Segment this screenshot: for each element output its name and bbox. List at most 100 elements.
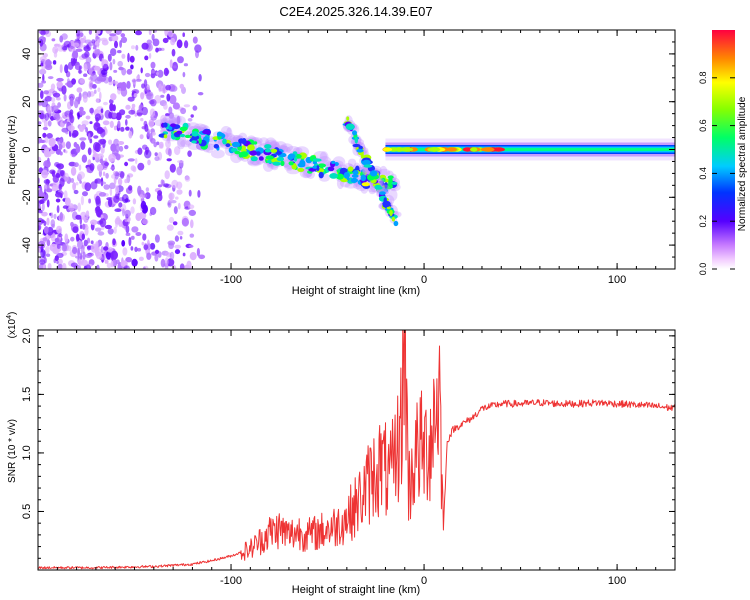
noise-blob [47, 76, 54, 80]
trace-blob [297, 167, 305, 172]
noise-blob [79, 217, 83, 225]
noise-blob [135, 212, 142, 222]
noise-blob [55, 192, 63, 198]
noise-blob [38, 225, 41, 231]
noise-blob [119, 40, 122, 48]
noise-blob [67, 245, 72, 252]
noise-blob [71, 133, 78, 138]
noise-blob [166, 224, 174, 231]
noise-blob [117, 120, 121, 129]
noise-blob [119, 145, 124, 152]
noise-blob [108, 76, 113, 83]
noise-blob [110, 48, 117, 57]
noise-blob [190, 219, 194, 229]
noise-blob [129, 55, 135, 63]
noise-blob [64, 172, 69, 182]
trace-blob [288, 161, 294, 166]
trace-blob [347, 166, 354, 172]
noise-blob [46, 133, 53, 139]
noise-blob [89, 82, 93, 88]
trace-blob [225, 143, 231, 148]
noise-blob [137, 147, 143, 155]
noise-blob [85, 126, 88, 133]
noise-blob [80, 141, 86, 150]
noise-blob [41, 118, 47, 123]
noise-blob [130, 64, 134, 70]
spectrogram-y-axis-label: Frequency (Hz) [7, 116, 18, 185]
trace-blob [234, 150, 241, 155]
trace-halo [258, 137, 269, 146]
noise-blob [92, 45, 97, 50]
noise-blob [170, 37, 176, 46]
noise-blob [62, 120, 68, 124]
carrier-hotspot [399, 147, 414, 152]
trace-halo [379, 165, 388, 176]
noise-blob [145, 187, 150, 193]
noise-blob [124, 178, 128, 184]
trace-halo [228, 135, 241, 142]
noise-blob [53, 51, 58, 58]
noise-blob [149, 108, 156, 117]
noise-blob [88, 30, 92, 35]
noise-blob [75, 145, 81, 154]
noise-blob [110, 250, 119, 260]
noise-blob [171, 48, 176, 57]
noise-blob [38, 247, 41, 253]
noise-blob [168, 106, 173, 115]
noise-blob [120, 126, 125, 132]
noise-blob [194, 44, 202, 53]
noise-blob [79, 32, 84, 37]
trace-halo [319, 151, 329, 163]
noise-blob [39, 39, 44, 47]
noise-blob [46, 188, 53, 193]
noise-blob [150, 61, 156, 69]
noise-blob [95, 251, 103, 260]
noise-blob [140, 92, 145, 100]
trace-blob [343, 172, 350, 179]
noise-blob [103, 246, 109, 251]
noise-blob [62, 205, 69, 209]
trace-halo [163, 117, 177, 125]
trace-halo [226, 127, 233, 140]
noise-blob [72, 246, 78, 255]
noise-blob [144, 72, 151, 78]
noise-blob [165, 84, 172, 91]
trace-halo [347, 158, 357, 167]
noise-blob [78, 164, 82, 171]
noise-blob [197, 190, 201, 198]
trace-blob [350, 177, 358, 183]
noise-blob [117, 178, 123, 186]
trace-blob [202, 130, 211, 135]
noise-blob [147, 159, 151, 166]
noise-blob [89, 121, 93, 125]
noise-blob [166, 258, 175, 267]
noise-blob [145, 192, 151, 200]
noise-blob [157, 69, 164, 78]
noise-blob [85, 56, 92, 64]
colorbar-tick-label: 0.8 [698, 72, 708, 85]
trace-blob [179, 126, 188, 131]
colorbar-tick-label: 0.6 [698, 119, 708, 132]
noise-blob [126, 80, 131, 89]
noise-blob [56, 260, 59, 264]
trace-blob [325, 169, 329, 173]
noise-blob [103, 184, 110, 190]
noise-blob [141, 218, 149, 225]
noise-blob [131, 103, 136, 109]
noise-blob [113, 226, 117, 234]
noise-blob [144, 55, 149, 61]
snr-border [37, 329, 676, 571]
trace-blob [316, 165, 320, 172]
noise-blob [42, 73, 45, 83]
noise-blob [109, 120, 114, 128]
noise-blob [96, 264, 100, 269]
noise-blob [188, 209, 196, 216]
trace-blob [358, 145, 363, 150]
noise-blob [42, 132, 47, 138]
noise-blob [108, 153, 116, 162]
noise-blob [196, 247, 200, 257]
noise-blob [48, 137, 56, 147]
noise-blob [43, 90, 50, 95]
noise-blob [96, 67, 101, 75]
noise-blob [128, 185, 133, 191]
